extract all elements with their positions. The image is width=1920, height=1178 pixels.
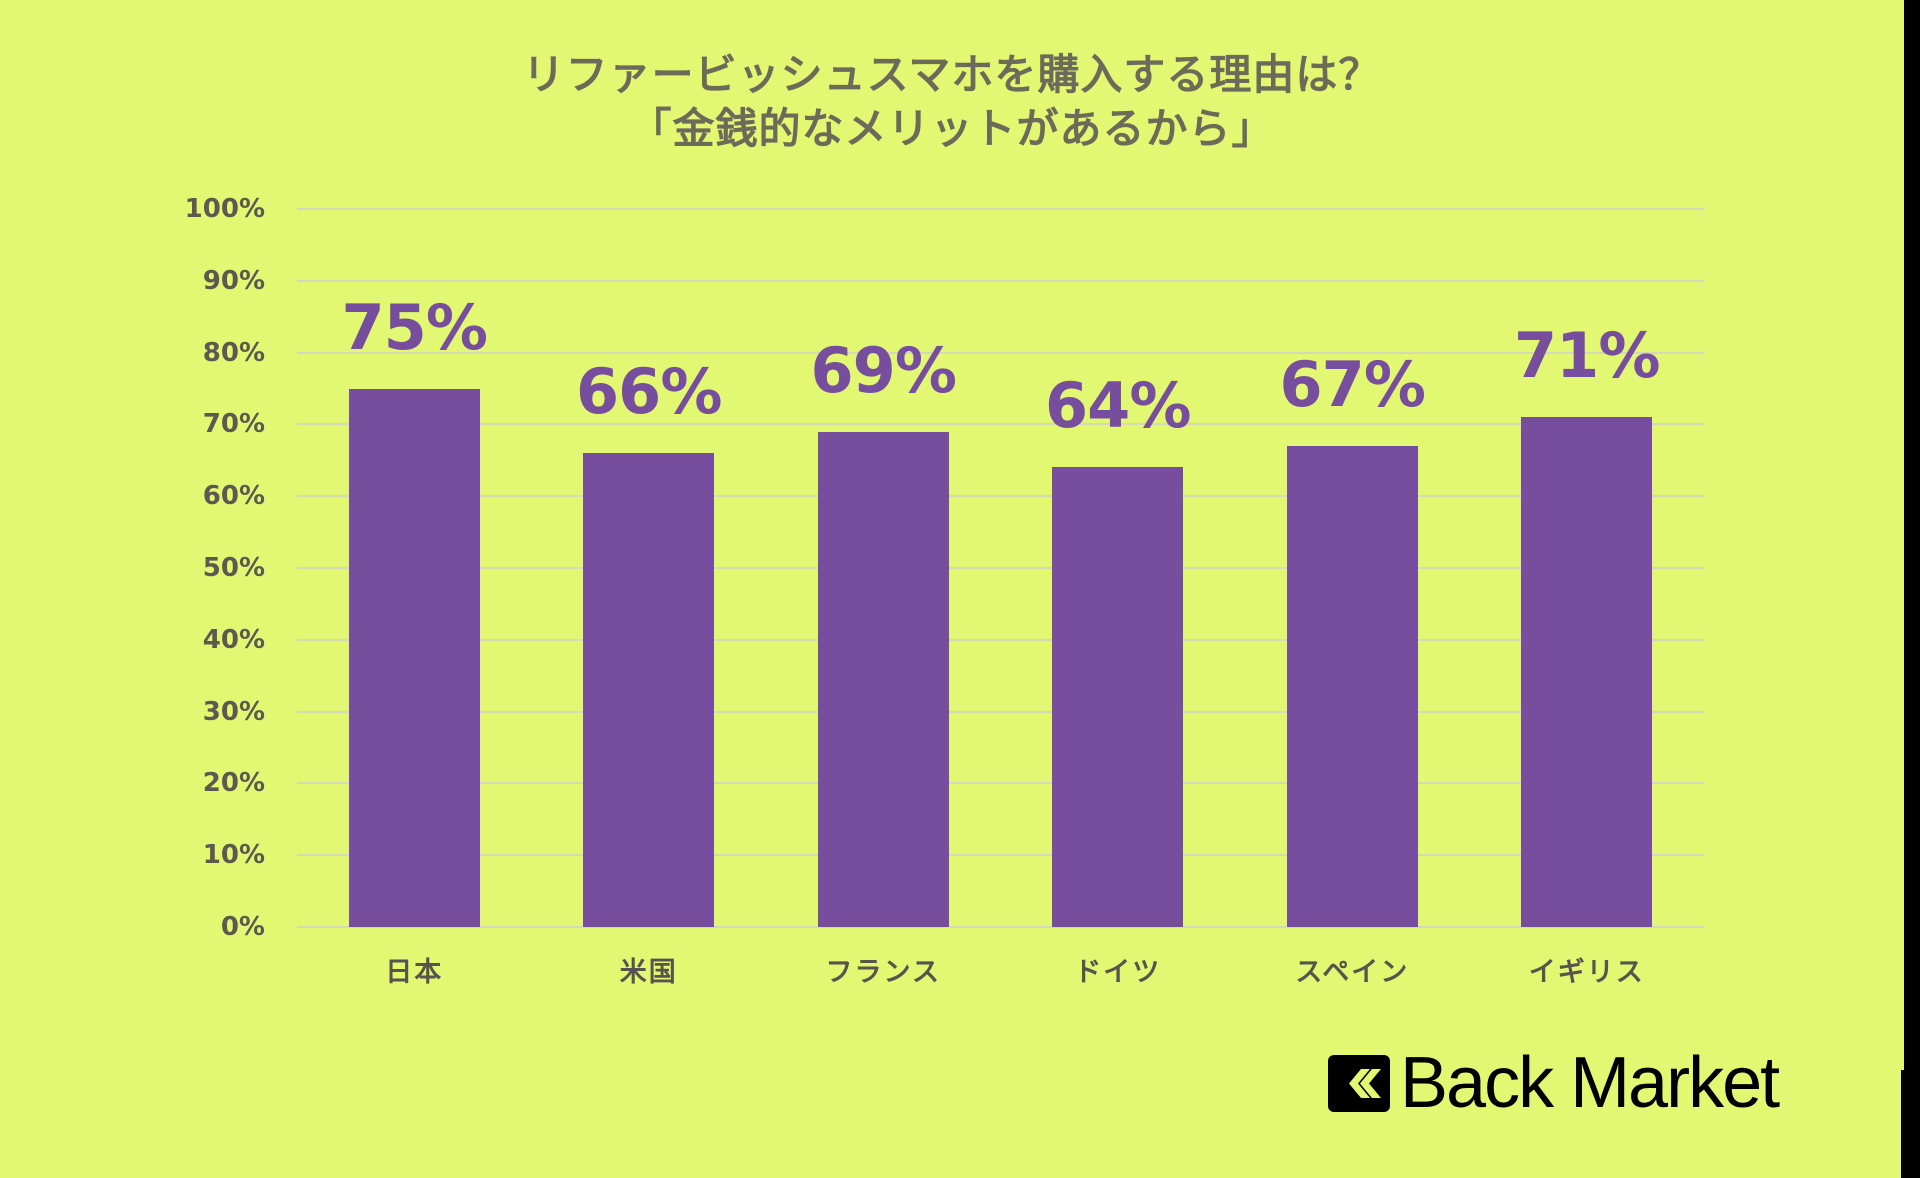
logo-wordmark: Back Market [1400, 1043, 1780, 1123]
gridline [297, 926, 1704, 928]
bar-value-label: 75% [341, 290, 488, 364]
bar-value-label: 69% [810, 333, 957, 407]
bar-value-label: 64% [1045, 369, 1191, 443]
y-axis-tick-label: 80% [202, 337, 265, 368]
chart-title-line-1: リファービッシュスマホを購入する理由は？ [522, 50, 1382, 99]
y-axis-tick-label: 10% [202, 840, 265, 871]
x-axis-category-label: フランス [825, 957, 941, 988]
y-axis-tick-label: 20% [202, 768, 265, 799]
gridline [297, 782, 1704, 785]
y-axis-tick-label: 70% [202, 409, 265, 440]
bar-value-label: 67% [1279, 347, 1426, 421]
gridline [297, 351, 1704, 354]
bar-2 [817, 431, 949, 927]
bar-value-label: 71% [1514, 319, 1660, 393]
bar-3 [1052, 467, 1184, 927]
bar-4 [1286, 445, 1418, 927]
frame-edge [1901, 1070, 1904, 1178]
y-axis-tick-label: 60% [202, 481, 265, 512]
gridline [297, 638, 1704, 641]
chart-title: リファービッシュスマホを購入する理由は？ 「金銭的なメリットがあるから」 [0, 48, 1904, 156]
gridline [297, 854, 1704, 857]
y-axis-tick-label: 30% [202, 696, 265, 727]
gridline [297, 208, 1704, 210]
gridline [297, 495, 1704, 498]
bar-5 [1521, 417, 1653, 927]
gridline [297, 710, 1704, 713]
gridline [297, 423, 1704, 426]
y-axis-tick-label: 50% [202, 553, 265, 583]
y-axis-tick-label: 0% [220, 912, 265, 942]
y-axis-tick-label: 90% [202, 265, 265, 296]
x-axis-category-label: 日本 [385, 957, 444, 988]
bar-1 [583, 453, 715, 927]
bar-0 [348, 388, 480, 927]
y-axis-tick-label: 40% [202, 624, 265, 655]
back-market-logo: Back Market [1328, 1043, 1780, 1123]
bar-value-label: 66% [576, 355, 722, 429]
x-axis-category-label: イギリス [1528, 957, 1645, 988]
gridline [297, 567, 1704, 569]
x-axis-category-label: スペイン [1295, 957, 1410, 988]
x-axis-category-label: 米国 [619, 957, 678, 988]
double-chevron-left-icon [1328, 1054, 1390, 1112]
x-axis-category-label: ドイツ [1074, 957, 1162, 988]
y-axis-tick-label: 100% [184, 194, 265, 224]
gridline [297, 279, 1704, 282]
chart-title-line-2: 「金銭的なメリットがあるから」 [629, 104, 1275, 153]
